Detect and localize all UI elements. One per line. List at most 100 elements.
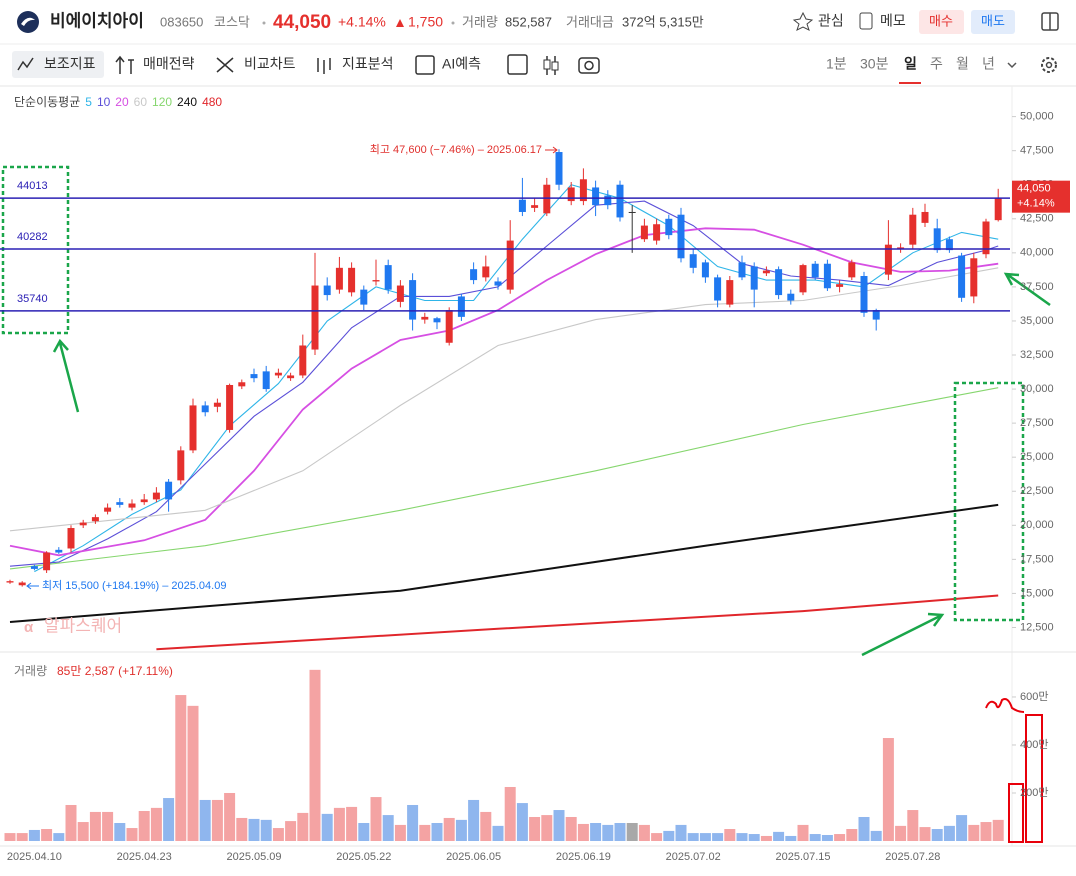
volume-bar — [175, 695, 187, 841]
y-tick-label: 30,000 — [1020, 383, 1054, 395]
candle-body — [689, 254, 697, 268]
candle-icon — [551, 61, 559, 71]
level-label: 44013 — [17, 180, 48, 192]
action[interactable]: 관심 — [818, 13, 844, 29]
candle-body — [836, 284, 844, 287]
tool[interactable]: 지표분석 — [342, 56, 394, 72]
volume-title: 거래량 — [14, 664, 47, 678]
legend-entry: 120 — [152, 95, 172, 109]
highlight-box — [1, 165, 70, 335]
candle-body — [860, 276, 868, 313]
watermark: 알파스퀘어 — [44, 616, 122, 635]
volume-bar — [468, 799, 480, 841]
volume-bar — [65, 804, 77, 841]
chevron[interactable] — [1007, 62, 1017, 69]
checkbox-icon[interactable] — [507, 54, 528, 75]
volume-bar — [28, 829, 40, 841]
candle-body — [287, 375, 295, 379]
period-active[interactable]: 일 — [904, 56, 917, 72]
tool-icon — [317, 58, 331, 74]
period[interactable]: 년 — [982, 56, 995, 72]
y-tick-label: 17,500 — [1020, 553, 1054, 565]
y-tick-label: 12,500 — [1020, 621, 1054, 633]
change: 1,750 — [408, 14, 443, 30]
period[interactable]: 월 — [956, 56, 969, 72]
sell-button[interactable] — [971, 10, 1015, 34]
candle-body — [104, 507, 112, 512]
gear-icon[interactable] — [1041, 57, 1057, 73]
volume-bar — [602, 824, 614, 841]
volume-bar — [211, 799, 223, 841]
candle-body — [226, 384, 234, 430]
period-underline — [899, 82, 921, 84]
candle-body — [335, 267, 343, 290]
volume-bar — [382, 815, 394, 841]
arrows — [52, 272, 1051, 657]
volume-bar — [675, 824, 687, 841]
candle-body — [592, 187, 600, 206]
candle-body — [884, 244, 892, 275]
tool[interactable]: AI예측 — [442, 56, 481, 72]
candle-body — [628, 211, 636, 213]
candle-body — [958, 255, 966, 298]
x-tick-label: 2025.04.23 — [117, 851, 172, 863]
candle-body — [775, 269, 783, 296]
price-tag-label: 44,050 — [1017, 183, 1051, 195]
tool[interactable]: 매매전략 — [143, 56, 195, 72]
ma-line — [9, 387, 999, 570]
volume-bar — [760, 835, 772, 841]
period[interactable]: 1분 — [826, 56, 847, 72]
candle-body — [543, 184, 551, 214]
ma-line — [9, 503, 999, 623]
low-annotation: 최저 15,500 (+184.19%) – 2025.04.09 — [42, 579, 226, 592]
buy-button[interactable] — [919, 10, 964, 34]
legend-entry: 480 — [202, 95, 222, 109]
y-tick-label: 400만 — [1020, 738, 1048, 751]
candle-body — [311, 285, 319, 350]
candle-body — [274, 372, 282, 376]
period[interactable]: 주 — [930, 56, 943, 72]
candle-body — [897, 247, 905, 249]
candle-body — [457, 296, 465, 317]
volume-bar — [102, 811, 114, 841]
volume-bar — [407, 804, 419, 841]
volume-bar — [272, 828, 284, 841]
period[interactable]: 30분 — [860, 56, 889, 72]
volume-bar — [931, 828, 943, 841]
candle-body — [67, 528, 75, 549]
volume-bar — [419, 824, 431, 841]
buy-label[interactable]: 매수 — [929, 13, 953, 28]
volume-bar — [809, 834, 821, 841]
candle-body — [421, 316, 429, 320]
tool[interactable]: 보조지표 — [44, 56, 96, 72]
stock-name: 비에이치아이 — [50, 11, 144, 30]
volume-bar — [455, 819, 467, 841]
price-plot — [6, 149, 1002, 651]
volume-bar — [285, 821, 297, 841]
sell-label[interactable]: 매도 — [981, 13, 1005, 28]
volume-bar — [834, 834, 846, 841]
star-icon[interactable] — [792, 11, 814, 31]
action[interactable]: 메모 — [880, 13, 906, 29]
volume-bar — [687, 833, 699, 841]
y-tick-label: 22,500 — [1020, 485, 1054, 497]
legend-entry: 20 — [115, 95, 129, 109]
volume-bar — [126, 828, 138, 841]
tool-icon — [415, 55, 435, 75]
candle-body — [348, 267, 356, 293]
volume-bar — [626, 822, 638, 841]
tool-icon — [17, 57, 34, 71]
volume-bar — [346, 806, 358, 841]
y-tick-label: 37,500 — [1020, 281, 1054, 293]
candle-body — [433, 318, 441, 323]
tool[interactable]: 비교차트 — [244, 56, 296, 72]
volume-bar — [443, 817, 455, 841]
legend-entry: 240 — [177, 95, 197, 109]
candle-body — [665, 218, 673, 236]
memo-icon[interactable] — [859, 12, 873, 30]
volume-bar — [797, 824, 809, 841]
candle-body — [677, 214, 685, 259]
candle-body — [152, 492, 160, 500]
camera-icon[interactable] — [578, 57, 600, 74]
